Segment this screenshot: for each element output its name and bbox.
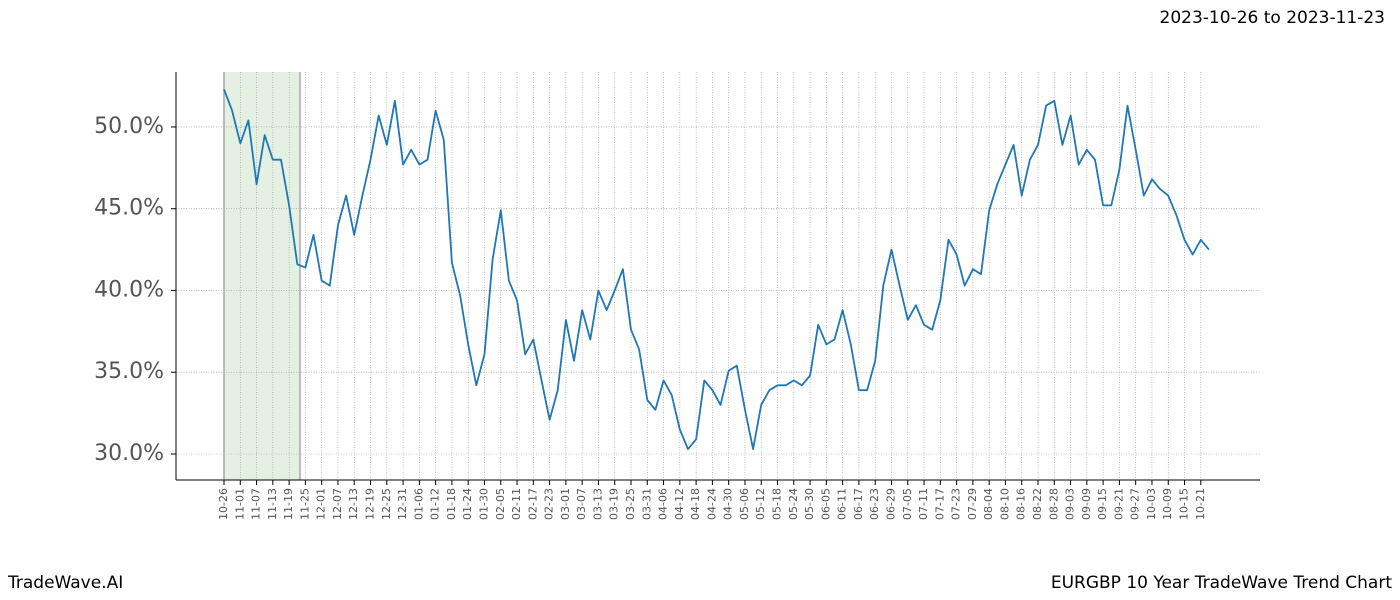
x-tick-label: 08-16 <box>1015 488 1028 520</box>
x-tick-label: 09-27 <box>1129 488 1142 520</box>
x-tick-label: 04-12 <box>673 488 686 520</box>
x-tick-label: 07-05 <box>901 488 914 520</box>
x-tick-label: 09-15 <box>1096 488 1109 520</box>
brand: TradeWave.AI <box>7 573 123 593</box>
date-range: 2023-10-26 to 2023-11-23 <box>1160 8 1385 28</box>
y-tick-label: 40.0% <box>94 277 164 302</box>
x-tick-label: 07-23 <box>950 488 963 520</box>
x-tick-label: 08-04 <box>982 488 995 520</box>
x-tick-label: 02-23 <box>543 488 556 520</box>
x-tick-label: 03-19 <box>608 488 621 520</box>
x-tick-label: 01-12 <box>429 488 442 520</box>
x-tick-label: 05-12 <box>754 488 767 520</box>
x-tick-label: 06-17 <box>852 488 865 520</box>
x-tick-label: 06-11 <box>836 488 849 520</box>
x-tick-label: 11-19 <box>282 488 295 520</box>
plot <box>223 88 1210 450</box>
x-tick-label: 12-01 <box>315 488 328 520</box>
x-tick-label: 05-18 <box>771 488 784 520</box>
x-tick-label: 10-26 <box>217 488 230 520</box>
x-tick-label: 07-11 <box>917 488 930 520</box>
x-tick-label: 08-10 <box>998 488 1011 520</box>
x-tick-label: 12-19 <box>364 488 377 520</box>
x-tick-label: 12-07 <box>331 488 344 520</box>
grid <box>171 72 1260 485</box>
x-tick-label: 05-06 <box>738 488 751 520</box>
x-tick-label: 03-25 <box>624 488 637 520</box>
x-tick-label: 04-30 <box>722 488 735 520</box>
trend-line <box>223 88 1210 450</box>
x-tick-label: 03-31 <box>640 488 653 520</box>
y-tick-label: 50.0% <box>94 114 164 139</box>
x-tick-label: 03-01 <box>559 488 572 520</box>
x-tick-label: 08-28 <box>1047 488 1060 520</box>
x-tick-label: 08-22 <box>1031 488 1044 520</box>
x-tick-label: 07-17 <box>933 488 946 520</box>
x-tick-label: 01-06 <box>412 488 425 520</box>
x-tick-label: 11-25 <box>298 488 311 520</box>
x-tick-label: 12-25 <box>380 488 393 520</box>
y-tick-label: 35.0% <box>94 359 164 384</box>
x-tick-label: 10-09 <box>1161 488 1174 520</box>
x-tick-label: 06-23 <box>868 488 881 520</box>
x-tick-label: 09-21 <box>1112 488 1125 520</box>
x-tick-label: 05-24 <box>787 488 800 520</box>
x-tick-label: 11-13 <box>266 488 279 520</box>
x-tick-label: 10-03 <box>1145 488 1158 520</box>
x-tick-label: 12-13 <box>347 488 360 520</box>
x-tick-label: 01-18 <box>445 488 458 520</box>
y-tick-label: 30.0% <box>94 441 164 466</box>
y-tick-label: 45.0% <box>94 196 164 221</box>
x-tick-label: 09-03 <box>1064 488 1077 520</box>
x-tick-label: 11-01 <box>233 488 246 520</box>
x-tick-label: 06-05 <box>819 488 832 520</box>
chart-title: EURGBP 10 Year TradeWave Trend Chart <box>1051 573 1393 593</box>
x-tick-label: 07-29 <box>966 488 979 520</box>
x-tick-label: 03-13 <box>591 488 604 520</box>
x-tick-label: 02-11 <box>510 488 523 520</box>
x-tick-label: 04-24 <box>705 488 718 520</box>
x-tick-label: 10-21 <box>1194 488 1207 520</box>
x-tick-label: 09-09 <box>1080 488 1093 520</box>
x-tick-label: 12-31 <box>396 488 409 520</box>
x-tick-label: 11-07 <box>250 488 263 520</box>
x-tick-label: 02-17 <box>526 488 539 520</box>
x-tick-label: 04-18 <box>689 488 702 520</box>
x-tick-label: 06-29 <box>884 488 897 520</box>
highlight-region <box>224 72 300 480</box>
x-tick-label: 02-05 <box>494 488 507 520</box>
x-tick-label: 01-30 <box>477 488 490 520</box>
x-tick-label: 03-07 <box>575 488 588 520</box>
x-tick-label: 10-15 <box>1178 488 1191 520</box>
x-tick-label: 05-30 <box>803 488 816 520</box>
x-tick-label: 04-06 <box>657 488 670 520</box>
x-tick-label: 01-24 <box>461 488 474 520</box>
